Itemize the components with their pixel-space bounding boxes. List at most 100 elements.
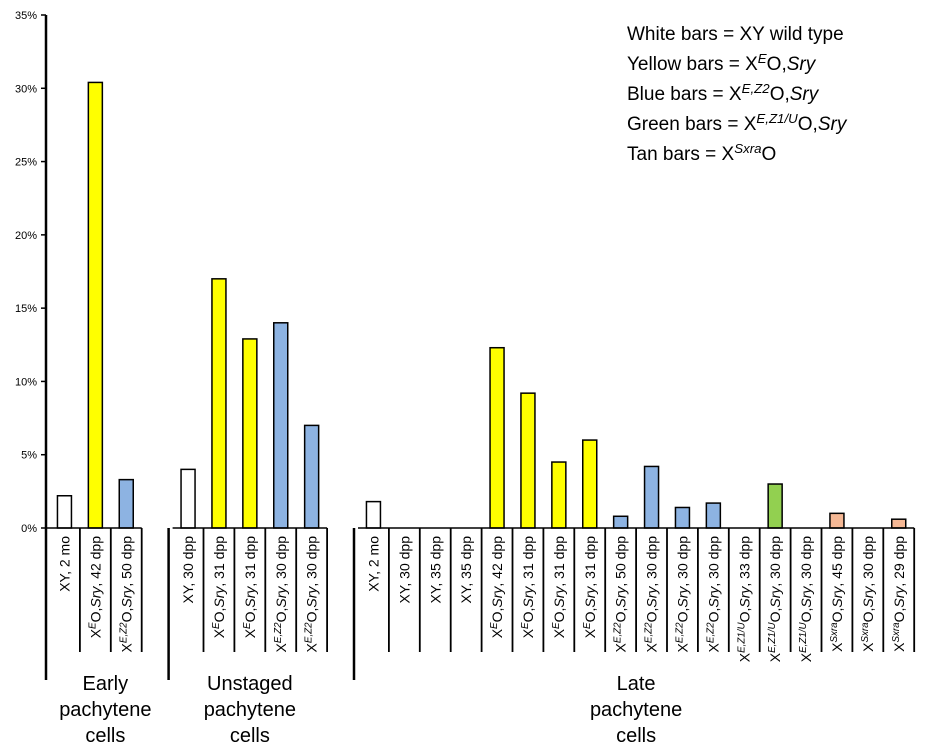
text-part: Sry	[829, 586, 845, 608]
text-part: O,	[767, 608, 783, 623]
text-part: , 42 dpp	[489, 536, 505, 587]
bar	[118, 478, 134, 529]
category-label: XE,Z1/UO,Sry, 33 dpp	[736, 536, 753, 662]
bar	[520, 392, 536, 529]
text-part: O,	[674, 608, 690, 623]
y-tick-label: 25%	[15, 157, 37, 169]
group-label: cells	[616, 725, 656, 747]
category-label: XEO,Sry, 31 dpp	[550, 536, 567, 638]
legend: White bars = XY wild type Yellow bars = X…	[627, 24, 848, 165]
text-part: Blue bars = X	[627, 84, 742, 105]
legend-entry: Green bars = XE,Z1/UO,Sry	[627, 111, 848, 136]
text-part: X	[767, 652, 783, 662]
text-part: , 31 dpp	[211, 536, 227, 587]
y-tick-label: 10%	[15, 376, 37, 388]
text-part: O	[762, 144, 777, 165]
text-part: Sxra	[828, 622, 839, 643]
text-part: O,	[118, 608, 134, 623]
text-part: O,	[798, 114, 818, 135]
text-part: , 42 dpp	[87, 536, 103, 587]
bar	[303, 424, 320, 529]
text-part: XY, 2 mo	[365, 536, 381, 592]
text-part: E,Z2	[272, 622, 283, 643]
text-part: E,Z1/U	[767, 621, 778, 652]
text-part: XY, 30 dpp	[396, 536, 412, 604]
bar	[87, 81, 104, 529]
text-part: O,	[644, 608, 660, 623]
legend-entry: Yellow bars = XEO,Sry	[627, 51, 817, 76]
category-label: XY, 30 dpp	[180, 536, 196, 604]
text-part: E	[519, 622, 530, 629]
text-part: Sry	[891, 586, 907, 608]
text-part: O,	[829, 608, 845, 623]
text-part: Sry	[211, 586, 227, 608]
category-label: XE,Z2O,Sry, 30 dpp	[705, 536, 722, 653]
text-part: X	[489, 628, 505, 638]
text-part: O,	[489, 608, 505, 623]
text-part: , 33 dpp	[736, 536, 752, 587]
text-part: , 31 dpp	[242, 536, 258, 587]
text-part: O,	[705, 608, 721, 623]
text-part: XY, 30 dpp	[180, 536, 196, 604]
text-part: Sry	[705, 586, 721, 608]
text-part: Sry	[787, 54, 817, 75]
text-part: O,	[736, 608, 752, 623]
text-part: Sry	[818, 114, 848, 135]
text-part: Sry	[644, 586, 660, 608]
text-part: O,	[87, 608, 103, 623]
category-label: XE,Z2O,Sry, 30 dpp	[674, 536, 691, 653]
text-part: E,Z1/U	[798, 621, 809, 652]
bar	[674, 506, 691, 529]
group-labels: Early pachytene cells Unstaged pachytene cell…	[59, 528, 682, 747]
text-part: E,Z2	[643, 622, 654, 643]
text-part: , 50 dpp	[118, 536, 134, 587]
text-part: X	[242, 628, 258, 638]
bar	[56, 495, 73, 529]
category-label: XE,Z1/UO,Sry, 30 dpp	[767, 536, 784, 662]
text-part: Sxra	[734, 141, 761, 156]
text-part: XY, 35 dpp	[427, 536, 443, 604]
text-part: Sry	[582, 586, 598, 608]
legend-entry: Tan bars = XSxraO	[627, 141, 776, 166]
text-part: E,Z2	[674, 622, 685, 643]
text-part: E	[489, 622, 500, 629]
text-part: E	[241, 622, 252, 629]
text-part: , 31 dpp	[551, 536, 567, 587]
text-part: X	[582, 628, 598, 638]
text-part: Sry	[767, 586, 783, 608]
y-tick-label: 20%	[15, 230, 37, 242]
text-part: , 30 dpp	[644, 536, 660, 587]
text-part: White bars = XY wild type	[627, 24, 844, 45]
text-part: Sry	[674, 586, 690, 608]
text-part: Sry	[304, 586, 320, 608]
text-part: , 45 dpp	[829, 536, 845, 587]
text-part: Sry	[790, 84, 820, 105]
text-part: , 50 dpp	[613, 536, 629, 587]
category-label: XE,Z2O,Sry, 30 dpp	[643, 536, 660, 653]
text-part: Sry	[118, 586, 134, 608]
text-part: , 30 dpp	[767, 536, 783, 587]
text-part: O,	[304, 608, 320, 623]
text-part: , 30 dpp	[273, 536, 289, 587]
text-part: Sry	[736, 586, 752, 608]
text-part: O,	[767, 54, 787, 75]
text-part: , 30 dpp	[304, 536, 320, 587]
bars	[46, 81, 915, 529]
bar	[705, 502, 722, 529]
text-part: Sry	[520, 586, 536, 608]
legend-entry: Blue bars = XE,Z2O,Sry	[627, 81, 820, 106]
text-part: Sry	[489, 586, 505, 608]
bar	[273, 322, 289, 529]
text-part: Sry	[242, 586, 258, 608]
category-label: XE,Z2O,Sry, 30 dpp	[272, 536, 289, 653]
text-part: , 30 dpp	[674, 536, 690, 587]
text-part: , 30 dpp	[705, 536, 721, 587]
y-axis: 0% 5% 10% 15% 20% 25% 30% 35%	[15, 10, 48, 680]
text-part: E,Z2	[742, 81, 771, 96]
text-part: E,Z2	[612, 622, 623, 643]
category-label: XEO,Sry, 42 dpp	[87, 536, 104, 638]
bar	[489, 346, 505, 529]
text-part: , 29 dpp	[891, 536, 907, 587]
bar	[365, 500, 382, 529]
category-label: XY, 30 dpp	[396, 536, 412, 604]
